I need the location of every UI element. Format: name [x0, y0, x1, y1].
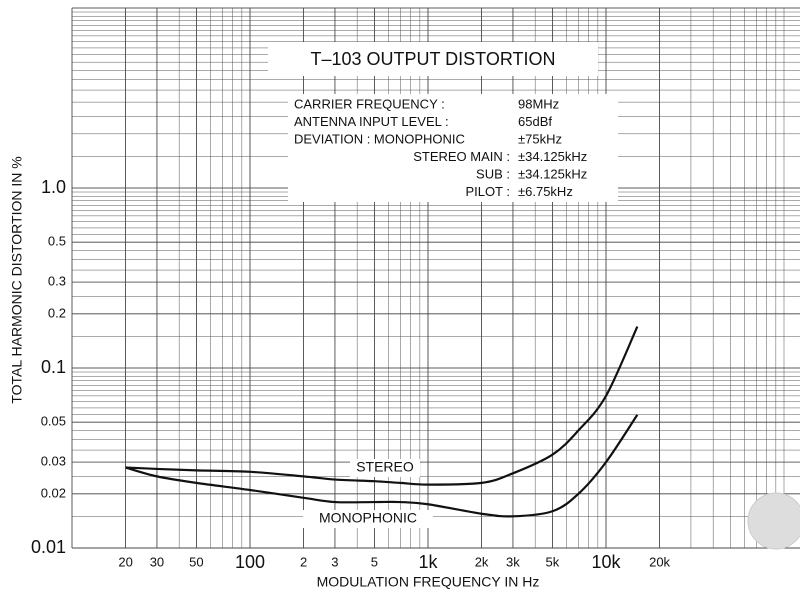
spec-value: 98MHz [518, 96, 559, 111]
spec-value: ±34.125kHz [518, 166, 587, 181]
x-tick-label: 20k [649, 554, 670, 569]
spec-value: ±34.125kHz [518, 149, 587, 164]
y-axis-label: TOTAL HARMONIC DISTORTION IN % [9, 156, 25, 403]
series-label: MONOPHONIC [319, 510, 417, 526]
y-tick-label: 0.01 [31, 537, 66, 557]
spec-label: DEVIATION : MONOPHONIC [294, 131, 465, 146]
y-tick-label: 0.1 [41, 357, 66, 377]
series-line [125, 414, 639, 518]
x-tick-label: 5 [371, 554, 378, 569]
x-tick-label: 1k [418, 552, 438, 572]
spec-label: ANTENNA INPUT LEVEL : [294, 114, 449, 129]
label-bg [303, 510, 433, 528]
title-box [268, 42, 598, 76]
spec-value: ±6.75kHz [518, 184, 573, 199]
spec-value: ±75kHz [518, 131, 562, 146]
x-tick-label: 10k [591, 552, 621, 572]
x-tick-label: 3k [506, 554, 520, 569]
chart-title: T–103 OUTPUT DISTORTION [310, 49, 555, 69]
x-tick-label: 2k [475, 554, 489, 569]
spec-value: 65dBf [518, 114, 552, 129]
y-tick-label: 0.05 [41, 414, 66, 429]
y-tick-label: 1.0 [41, 177, 66, 197]
series-line [125, 326, 639, 486]
y-tick-label: 0.02 [41, 485, 66, 500]
decoration [747, 492, 800, 550]
x-tick-label: 3 [331, 554, 338, 569]
x-tick-label: 100 [235, 552, 265, 572]
series-label: STEREO [356, 459, 414, 475]
label-bg [350, 459, 420, 477]
x-tick-label: 30 [150, 554, 164, 569]
x-tick-label: 20 [118, 554, 132, 569]
spec-label: STEREO MAIN : [413, 149, 510, 164]
y-tick-label: 0.5 [48, 234, 66, 249]
y-tick-label: 0.03 [41, 454, 66, 469]
spec-box [288, 94, 618, 202]
spec-label: SUB : [476, 166, 510, 181]
x-axis-label: MODULATION FREQUENCY IN Hz [317, 574, 540, 590]
x-tick-label: 50 [189, 554, 203, 569]
spec-label: PILOT : [465, 184, 510, 199]
x-tick-label: 2 [300, 554, 307, 569]
x-tick-label: 5k [546, 554, 560, 569]
spec-label: CARRIER FREQUENCY : [294, 96, 445, 111]
y-tick-label: 0.3 [48, 274, 66, 289]
y-tick-label: 0.2 [48, 305, 66, 320]
